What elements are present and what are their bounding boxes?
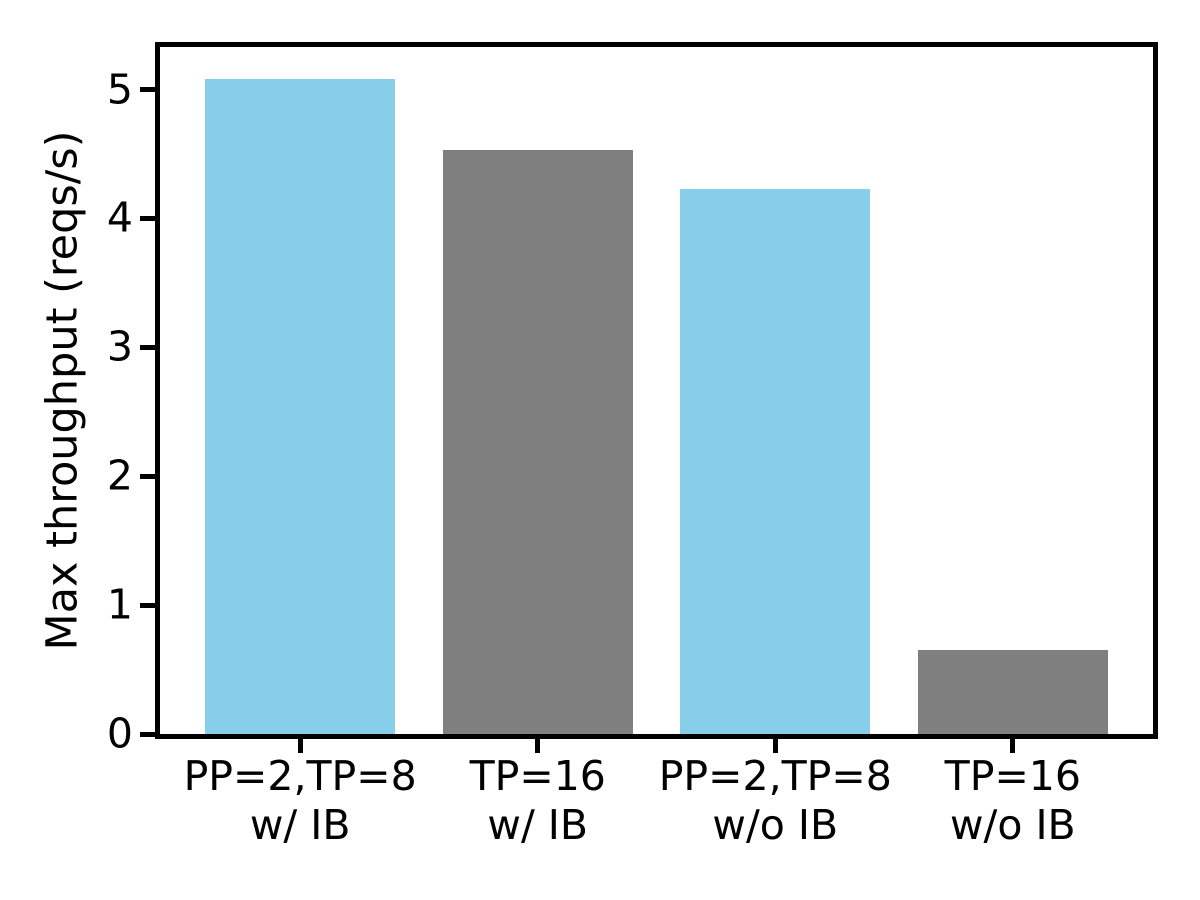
x-tick-label: PP=2,TP=8 w/o IB: [659, 752, 892, 850]
x-tick-label-line: w/ IB: [487, 801, 589, 849]
y-tick-mark: [140, 344, 155, 350]
x-tick-label-line: w/ IB: [249, 801, 351, 849]
bar-pp-2-tp-8-w-o-ib: [680, 188, 871, 734]
x-tick-mark: [772, 739, 778, 753]
x-tick-mark: [297, 739, 303, 753]
y-tick-mark: [140, 215, 155, 221]
y-tick-mark: [140, 602, 155, 608]
x-tick-label-line: w/o IB: [949, 801, 1076, 849]
y-tick-mark: [140, 731, 155, 737]
x-tick-mark: [535, 739, 541, 753]
x-tick-mark: [1010, 739, 1016, 753]
y-tick-mark: [140, 473, 155, 479]
x-tick-label-line: TP=16: [469, 752, 606, 800]
plot-area: PP=2,TP=8 w/ IB TP=16 w/ IB PP=2,TP=8 w/o IB T…: [107, 42, 1158, 849]
x-tick-label-line: TP=16: [944, 752, 1081, 800]
y-tick-label: 4: [106, 193, 133, 242]
y-tick-label: 2: [106, 451, 133, 500]
bar-tp-16-w-ib: [442, 150, 633, 734]
y-tick-label: 5: [106, 65, 133, 114]
x-tick-label-line: PP=2,TP=8: [658, 752, 892, 800]
y-tick-label: 3: [106, 322, 133, 371]
x-tick-label-line: PP=2,TP=8: [183, 752, 417, 800]
x-tick-label: TP=16 w/ IB: [470, 752, 606, 850]
y-axis-label-text: Max throughput (reqs/s): [37, 130, 87, 651]
x-tick-label: PP=2,TP=8 w/ IB: [184, 752, 417, 850]
y-tick-mark: [140, 87, 155, 93]
x-tick-label-line: w/o IB: [712, 801, 839, 849]
y-tick-label: 1: [106, 580, 133, 629]
y-axis-label: Max throughput (reqs/s): [30, 42, 95, 739]
y-tick-label: 0: [106, 709, 133, 758]
bar-tp-16-w-o-ib: [917, 650, 1108, 734]
x-tick-label: TP=16 w/o IB: [945, 752, 1081, 850]
bar-pp-2-tp-8-w-ib: [205, 79, 396, 734]
